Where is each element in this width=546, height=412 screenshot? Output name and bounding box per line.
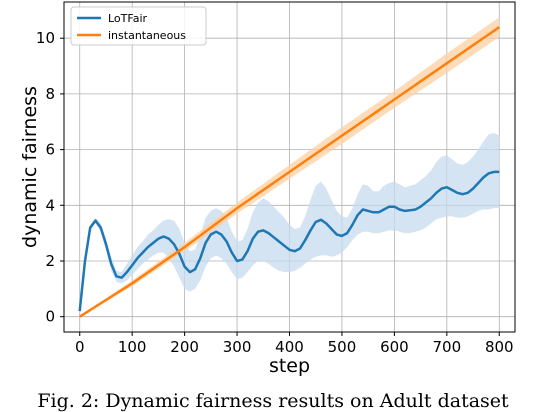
instantaneous-legend-label: instantaneous bbox=[108, 29, 186, 42]
x-tick-label: 700 bbox=[433, 338, 462, 356]
series-lines bbox=[78, 26, 501, 318]
y-tick-label: 4 bbox=[45, 196, 55, 214]
x-tick-label: 300 bbox=[223, 338, 252, 356]
lotfair-line bbox=[78, 170, 500, 312]
y-tick-label: 10 bbox=[36, 29, 55, 47]
legend-box bbox=[70, 6, 207, 46]
y-axis-label: dynamic fairness bbox=[19, 86, 41, 248]
x-tick-label: 500 bbox=[328, 338, 357, 356]
tick-labels: 0 100 200 300 400 500 600 700 800 0 2 4 6 8 10 bbox=[36, 29, 514, 356]
confidence-bands bbox=[79, 17, 500, 317]
lotfair-band bbox=[79, 132, 500, 314]
x-tick-label: 200 bbox=[170, 338, 199, 356]
y-tick-label: 8 bbox=[45, 85, 55, 103]
x-tick-label: 100 bbox=[118, 338, 147, 356]
instantaneous-band bbox=[79, 17, 500, 317]
y-tick-label: 2 bbox=[45, 252, 55, 270]
x-tick-label: 0 bbox=[75, 338, 85, 356]
instantaneous-line bbox=[79, 26, 501, 318]
y-tick-label: 0 bbox=[45, 308, 55, 326]
legend: LoTFair instantaneous bbox=[70, 6, 207, 46]
x-tick-label: 400 bbox=[275, 338, 304, 356]
x-tick-label: 600 bbox=[380, 338, 409, 356]
x-tick-label: 800 bbox=[485, 338, 514, 356]
figure-caption: Fig. 2: Dynamic fairness results on Adul… bbox=[37, 390, 509, 412]
x-axis-label: step bbox=[269, 355, 310, 377]
lotfair-legend-label: LoTFair bbox=[108, 12, 147, 25]
y-tick-label: 6 bbox=[45, 141, 55, 159]
